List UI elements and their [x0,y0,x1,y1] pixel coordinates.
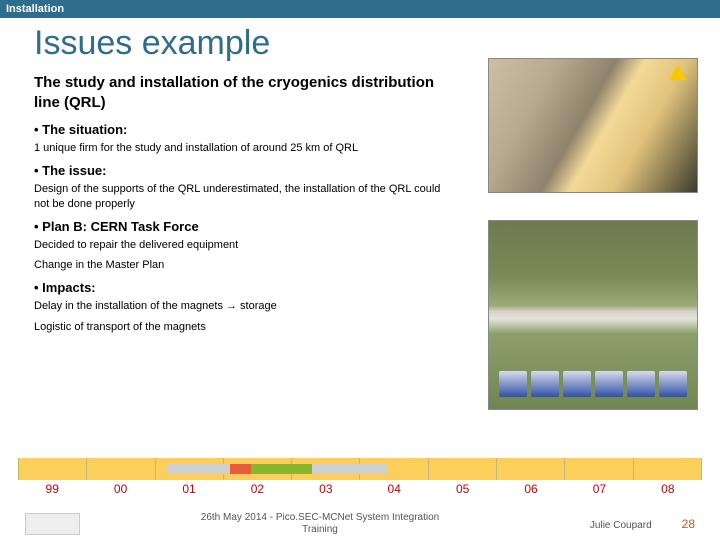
footer: 26th May 2014 - Pico.SEC-MCNet System In… [0,512,720,536]
year-label: 00 [86,482,154,496]
containers-row [499,371,687,397]
timeline-cell [497,458,565,480]
year-label: 04 [360,482,428,496]
timeline-cell [87,458,155,480]
bullet-text: Delay in the installation of the magnets… [34,299,446,313]
gantt-overlay [168,464,387,474]
year-label: 07 [565,482,633,496]
year-label: 02 [223,482,291,496]
bullet-text: Logistic of transport of the magnets [34,320,446,334]
gantt-segment [230,464,251,474]
bullet-text: Design of the supports of the QRL undere… [34,182,446,211]
section-header: Installation [0,0,720,18]
gantt-segment [251,464,313,474]
bullet-heading: The issue: [34,163,446,178]
year-label: 05 [428,482,496,496]
bullet-heading: Impacts: [34,280,446,295]
section-label: Installation [6,3,64,15]
content-area: The study and installation of the cryoge… [0,73,480,334]
timeline-cell [634,458,702,480]
gantt-segment [168,464,230,474]
page-number: 28 [682,517,695,531]
bullet-heading: Plan B: CERN Task Force [34,219,446,234]
timeline-cell [429,458,497,480]
bullet-text: Change in the Master Plan [34,258,446,272]
footer-center: 26th May 2014 - Pico.SEC-MCNet System In… [170,512,470,536]
footer-logo [25,513,80,535]
timeline-years: 99000102030405060708 [18,482,702,496]
gantt-segment [312,464,387,474]
timeline-cell [19,458,87,480]
footer-line2: Training [302,524,338,535]
footer-right: Julie Coupard 28 [590,517,695,531]
year-label: 03 [292,482,360,496]
bullet-text: 1 unique firm for the study and installa… [34,141,446,155]
subtitle: The study and installation of the cryoge… [34,73,446,112]
author: Julie Coupard [590,520,652,531]
footer-line1: 26th May 2014 - Pico.SEC-MCNet System In… [201,512,439,523]
warning-icon [669,65,687,80]
tunnel-photo [488,58,698,193]
year-label: 08 [634,482,702,496]
bullet-list: The situation: 1 unique firm for the stud… [34,122,446,334]
year-label: 99 [18,482,86,496]
year-label: 06 [497,482,565,496]
timeline-cell [565,458,633,480]
bullet-text: Decided to repair the delivered equipmen… [34,238,446,252]
bullet-heading: The situation: [34,122,446,137]
aerial-photo [488,220,698,410]
timeline: 99000102030405060708 [0,458,720,496]
year-label: 01 [155,482,223,496]
